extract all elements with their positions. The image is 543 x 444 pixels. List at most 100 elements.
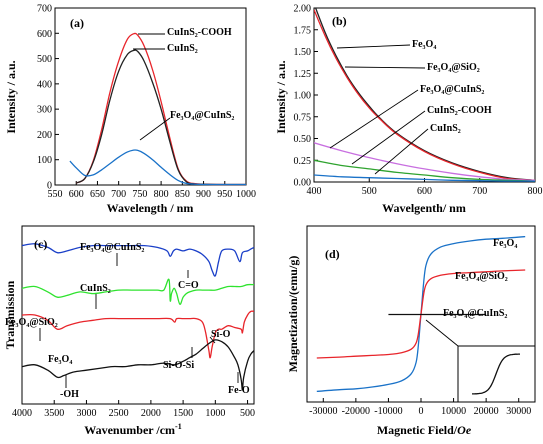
- panel-b-leader-fe3o4-sio2: [344, 66, 426, 69]
- panel-d-inset-curve: [471, 353, 520, 395]
- panel-d-annot-fe3o4: Fe₃O₄: [493, 238, 517, 249]
- panel-c-ylabel: Transmission: [3, 280, 17, 349]
- panel-a-xtick-label-700: 700: [111, 189, 126, 200]
- panel-d-annot-fe3o4-cuins2: Fe₃O₄@CuInS₂: [443, 308, 507, 319]
- panel-b-series-fe3o4-sio2: [314, 9, 535, 181]
- panel-a-xtick-label-550: 550: [48, 189, 63, 200]
- panel-b-letter: (b): [332, 14, 347, 28]
- panel-b-xtick-label-600: 600: [417, 186, 432, 197]
- panel-a-ytick-label-300: 300: [37, 105, 52, 116]
- panel-a-xtick-label-850: 850: [175, 189, 190, 200]
- panel-c-series-cuins2: [21, 278, 255, 305]
- panel-b-xtick-label-700: 700: [472, 186, 487, 197]
- panel-b-ytick-label-1-5: 1.50: [294, 47, 312, 58]
- panel-b-leader-fe3o4-cuins2: [329, 89, 419, 149]
- panel-a-xtick-label-800: 800: [154, 189, 169, 200]
- panel-a-xtick-label-950: 950: [217, 189, 232, 200]
- panel-b-leader-fe3o4: [336, 44, 411, 49]
- panel-a-xtick-label-750: 750: [132, 189, 147, 200]
- panel-b-frame: [313, 7, 536, 183]
- panel-b-xtick-label-800: 800: [528, 186, 543, 197]
- panel-d-ylabel: Magnetization/(emu/g): [286, 256, 300, 373]
- panel-c-xtick-label-2000: 2000: [141, 408, 161, 419]
- panel-a-leader-fe3o4-cuins2: [139, 117, 171, 141]
- panel-a-series: [69, 32, 246, 186]
- panel-d: -30000 -20000 -10000 0 10000 20000 30000 (d) M…: [286, 225, 536, 437]
- panel-b-ytick-label-0: 0.00: [294, 178, 312, 189]
- panel-c-letter: (c): [34, 237, 47, 251]
- panel-b-annot-fe3o4-cuins2: Fe₃O₄@CuInS₂: [420, 84, 484, 95]
- panel-c-series-fe3o4: [21, 339, 255, 391]
- panel-c-annot-cuins2: CuInS₂: [80, 283, 111, 294]
- panel-d-inset-connector: [425, 319, 459, 347]
- panel-a: 550 600 650 700 750 800 850 900 950 1000 0 100 200 30…: [4, 4, 256, 216]
- panel-a-xtick-label-600: 600: [69, 189, 84, 200]
- panel-c: 4000 3500 3000 2500 2000 1500 1000 500 (c) Wave…: [3, 225, 255, 437]
- panel-b-xlabel: Wavelgenth/ nm: [382, 201, 466, 215]
- panel-d-xtick-label-0: 0: [419, 406, 424, 417]
- panel-c-arrow-si-o: [209, 336, 216, 344]
- panel-a-series-fe3o4-cuins2: [69, 149, 246, 186]
- panel-a-ylabel: Intensity / a.u.: [4, 60, 18, 133]
- panel-c-xlabel-sup: -1: [175, 422, 182, 431]
- panel-d-annot-fe3o4-sio2: Fe₃O₄@SiO₂: [455, 271, 508, 282]
- panel-a-annot-cuins2: CuInS₂: [167, 43, 198, 54]
- panel-d-ticks: -30000 -20000 -10000 0 10000 20000 30000: [309, 398, 531, 417]
- panel-c-xtick-label-3500: 3500: [44, 408, 64, 419]
- panel-a-xtick-label-900: 900: [196, 189, 211, 200]
- panel-d-xtick-label-30000: 30000: [506, 406, 531, 417]
- panel-b-series-cuins2-cooh: [314, 159, 535, 182]
- panel-a-annot-fe3o4-cuins2: Fe₃O₄@CuInS₂: [170, 110, 234, 121]
- panel-c-xtick-label-1500: 1500: [173, 408, 193, 419]
- panel-c-xlabel: Wavenumber /cm-1: [84, 422, 181, 437]
- panel-c-annot-si-o: Si-O: [211, 329, 231, 340]
- panel-c-annot-co: C=O: [178, 280, 199, 291]
- panel-c-series-fe3o4-cuins2: [21, 243, 255, 277]
- panel-b-ytick-label-0-25: 0.25: [294, 156, 312, 167]
- panel-c-annot-oh: -OH: [60, 389, 79, 400]
- panel-b-series: [314, 8, 535, 182]
- panel-a-xtick-label-650: 650: [90, 189, 105, 200]
- panel-a-ticks: 550 600 650 700 750 800 850 900 950 1000 0 100 200 30…: [37, 4, 256, 201]
- panel-a-ytick-label-400: 400: [37, 79, 52, 90]
- panel-d-xlabel: Magnetic Field/Oe: [377, 423, 472, 437]
- panel-b-series-fe3o4-cuins2: [314, 142, 535, 181]
- panel-d-xtick-label-10000: 10000: [441, 406, 466, 417]
- panel-a-ytick-label-500: 500: [37, 54, 52, 65]
- panel-b-leader-cuins2: [374, 128, 429, 175]
- panel-b-ytick-label-0-5: 0.50: [294, 134, 312, 145]
- panel-c-annot-si-o-si: Si-O-Si: [163, 360, 194, 371]
- panel-c-xtick-label-1000: 1000: [205, 408, 225, 419]
- panel-b-leader-cuins2-cooh: [351, 110, 426, 165]
- panel-c-annot-fe3o4: Fe₃O₄: [48, 354, 72, 365]
- panel-d-xtick-label-20000: 20000: [474, 406, 499, 417]
- panel-b-annot-fe3o4: Fe₃O₄: [412, 39, 436, 50]
- panel-a-frame: [54, 7, 247, 186]
- panel-c-xtick-label-3000: 3000: [76, 408, 96, 419]
- panel-b: 400 500 600 700 800 0.00 0.25 0.50 0.75 1.00 1.25 1…: [274, 4, 543, 216]
- panel-d-letter: (d): [325, 247, 340, 261]
- panel-d-xtick-label-20000: -20000: [342, 406, 370, 417]
- panel-d-series: [316, 235, 526, 393]
- panel-c-annot-fe-o: Fe-O: [228, 385, 250, 396]
- panel-b-ticks: 400 500 600 700 800 0.00 0.25 0.50 0.75 1.00 1.25 1…: [294, 4, 543, 198]
- panel-b-ytick-label-1-25: 1.25: [294, 69, 312, 80]
- panel-c-xtick-label-2500: 2500: [109, 408, 129, 419]
- panel-b-series-cuins2: [314, 174, 535, 182]
- panel-a-xtick-label-1000: 1000: [236, 189, 256, 200]
- panel-d-inset-frame: [457, 345, 536, 403]
- panel-d-xlabel-unit: Oe: [457, 423, 472, 437]
- panel-b-ytick-label-0-75: 0.75: [294, 112, 312, 123]
- panel-b-annot-cuins2: CuInS₂: [430, 123, 461, 134]
- panel-d-xtick-label-10000: -10000: [374, 406, 402, 417]
- panel-a-ytick-label-100: 100: [37, 155, 52, 166]
- panel-a-ytick-label-600: 600: [37, 29, 52, 40]
- panel-c-ticks: 4000 3500 3000 2500 2000 1500 1000 500: [12, 400, 255, 419]
- panel-b-ytick-label-2: 2.00: [294, 4, 312, 15]
- panel-c-xtick-label-500: 500: [240, 408, 255, 419]
- panel-d-xlabel-main: Magnetic Field/: [377, 423, 458, 437]
- panel-a-ytick-label-700: 700: [37, 4, 52, 15]
- panel-b-annot-fe3o4-sio2: Fe₃O₄@SiO₂: [427, 62, 480, 73]
- panel-b-ytick-label-1-75: 1.75: [294, 25, 312, 36]
